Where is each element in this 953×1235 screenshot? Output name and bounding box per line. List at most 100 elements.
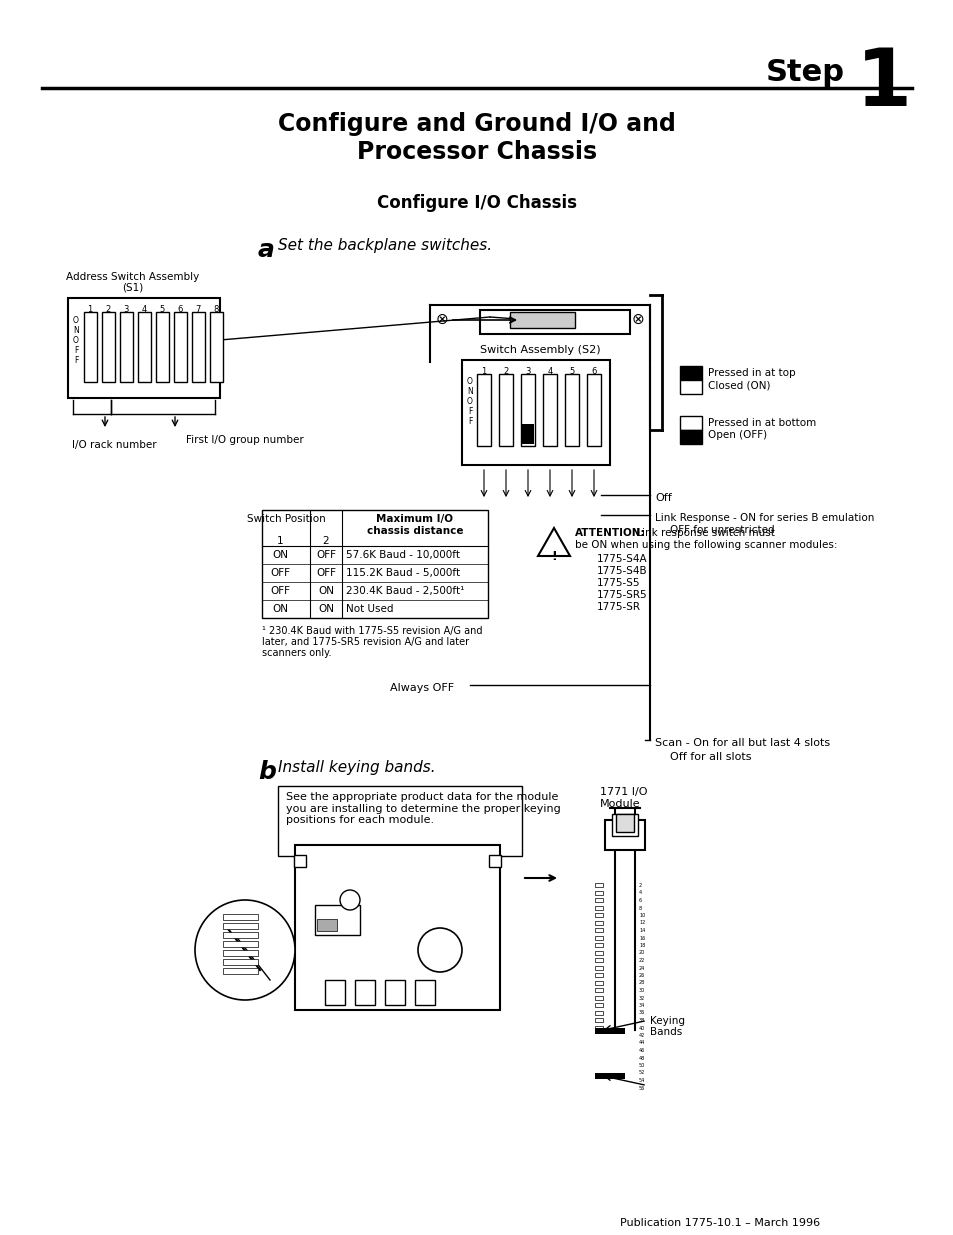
Text: F: F	[467, 417, 472, 426]
Text: OFF: OFF	[315, 550, 335, 559]
Bar	[262, 510, 488, 618]
Text: 1775-SR5: 1775-SR5	[597, 590, 647, 600]
Text: b: b	[257, 760, 275, 784]
Text: O: O	[73, 316, 79, 325]
Text: 4: 4	[141, 305, 147, 314]
Text: 2: 2	[322, 536, 329, 546]
Text: 42: 42	[639, 1032, 644, 1037]
Text: 36: 36	[639, 1010, 644, 1015]
Text: Closed (ON): Closed (ON)	[707, 380, 770, 390]
Text: 4: 4	[547, 367, 552, 375]
Text: 38: 38	[639, 1018, 644, 1023]
Bar	[223, 960, 257, 965]
Text: 6: 6	[639, 898, 641, 903]
Bar	[586, 374, 600, 446]
Text: 1775-S4B: 1775-S4B	[597, 566, 647, 576]
Text: 12: 12	[639, 920, 644, 925]
Bar	[173, 312, 187, 382]
Bar	[595, 890, 602, 894]
Text: 22: 22	[639, 958, 644, 963]
Circle shape	[339, 890, 359, 910]
Bar	[679, 380, 701, 394]
Bar	[223, 923, 257, 929]
Bar	[325, 981, 345, 1005]
Bar	[595, 973, 602, 977]
Bar	[316, 919, 336, 931]
Text: Link response switch must: Link response switch must	[633, 529, 774, 538]
Text: OFF: OFF	[270, 585, 290, 597]
Bar	[223, 950, 257, 956]
Text: N: N	[73, 326, 79, 335]
Text: Maximum I/O: Maximum I/O	[376, 514, 453, 524]
Text: ON: ON	[317, 604, 334, 614]
Text: ⊗: ⊗	[436, 311, 448, 326]
Text: OFF: OFF	[315, 568, 335, 578]
Text: Open (OFF): Open (OFF)	[707, 430, 766, 440]
Text: 46: 46	[639, 1049, 644, 1053]
Text: F: F	[73, 346, 78, 354]
Text: !: !	[551, 550, 557, 563]
Bar	[595, 913, 602, 918]
Bar	[415, 981, 435, 1005]
Text: 4: 4	[639, 890, 641, 895]
Text: 5: 5	[569, 367, 574, 375]
Bar	[595, 1072, 624, 1078]
Bar	[223, 968, 257, 974]
Text: 54: 54	[639, 1078, 644, 1083]
Bar	[595, 905, 602, 909]
Bar	[489, 855, 500, 867]
Bar	[595, 1003, 602, 1007]
Bar	[595, 883, 602, 887]
Text: 14: 14	[639, 927, 644, 932]
Bar	[679, 366, 701, 380]
Text: Processor Chassis: Processor Chassis	[356, 140, 597, 164]
Text: N: N	[467, 387, 473, 396]
Bar	[595, 935, 602, 940]
Text: O: O	[73, 336, 79, 345]
Text: 2: 2	[639, 883, 641, 888]
Text: 24: 24	[639, 966, 644, 971]
Bar	[277, 785, 521, 856]
Text: 1771 I/O
Module: 1771 I/O Module	[599, 787, 647, 809]
Bar	[314, 905, 359, 935]
Text: OFF: OFF	[270, 568, 290, 578]
Text: 28: 28	[639, 981, 644, 986]
Text: Not Used: Not Used	[346, 604, 393, 614]
Text: 7: 7	[195, 305, 200, 314]
Text: Off for all slots: Off for all slots	[669, 752, 751, 762]
Text: 2: 2	[503, 367, 508, 375]
Bar	[223, 932, 257, 939]
Bar	[223, 914, 257, 920]
Text: O: O	[467, 396, 473, 406]
Bar	[595, 927, 602, 932]
Bar	[479, 310, 629, 333]
Bar	[612, 814, 638, 836]
Bar	[510, 312, 575, 329]
Text: Scan - On for all but last 4 slots: Scan - On for all but last 4 slots	[655, 739, 829, 748]
Bar	[294, 845, 499, 1010]
Bar	[595, 966, 602, 969]
Text: 52: 52	[639, 1071, 644, 1076]
Bar	[138, 312, 151, 382]
Text: 1775-S4A: 1775-S4A	[597, 555, 647, 564]
Bar	[120, 312, 132, 382]
Bar	[355, 981, 375, 1005]
Bar	[595, 898, 602, 902]
Text: Switch Position: Switch Position	[247, 514, 325, 524]
Text: 8: 8	[213, 305, 218, 314]
Text: 1: 1	[855, 44, 911, 124]
Text: (S1): (S1)	[122, 283, 144, 293]
Text: I/O rack number: I/O rack number	[71, 440, 156, 450]
Text: 30: 30	[639, 988, 644, 993]
Bar	[521, 424, 534, 445]
Text: 40: 40	[639, 1025, 644, 1030]
Bar	[595, 981, 602, 984]
Bar	[595, 995, 602, 999]
Bar	[192, 312, 205, 382]
Text: scanners only.: scanners only.	[262, 648, 331, 658]
Text: be ON when using the following scanner modules:: be ON when using the following scanner m…	[575, 540, 837, 550]
Text: ATTENTION:: ATTENTION:	[575, 529, 645, 538]
Text: Step: Step	[765, 58, 844, 86]
Text: 16: 16	[639, 935, 644, 941]
Text: Switch Assembly (S2): Switch Assembly (S2)	[479, 345, 599, 354]
